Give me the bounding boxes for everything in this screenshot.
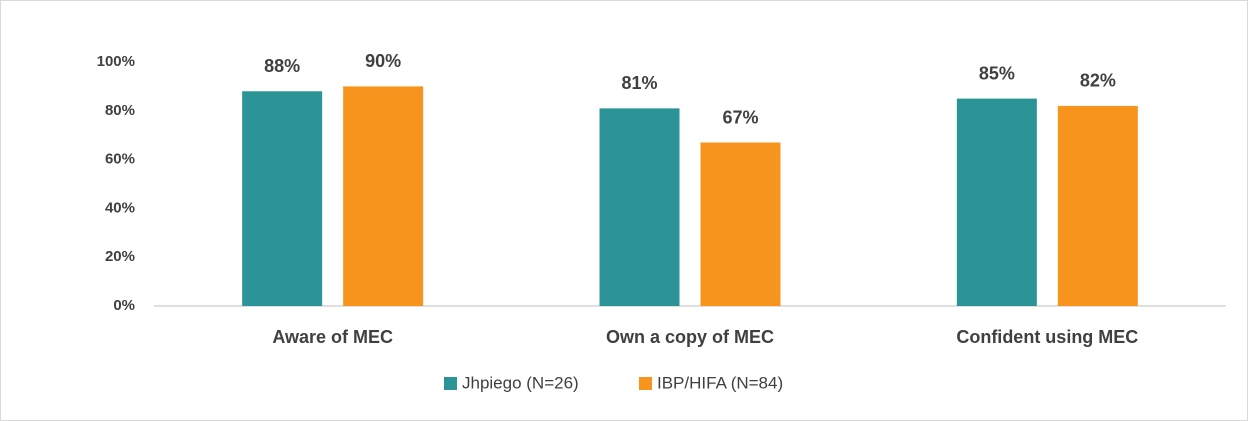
y-tick-label: 0%	[113, 297, 135, 314]
data-label: 82%	[1080, 71, 1116, 91]
y-tick-label: 20%	[105, 248, 135, 265]
legend-swatch	[444, 377, 457, 390]
bar	[700, 142, 781, 306]
x-tick-label: Own a copy of MEC	[606, 327, 774, 347]
data-label: 67%	[722, 107, 758, 127]
data-label: 85%	[979, 63, 1015, 83]
data-label: 90%	[365, 51, 401, 71]
y-tick-label: 80%	[105, 102, 135, 119]
y-tick-label: 60%	[105, 151, 135, 168]
x-tick-label: Confident using MEC	[956, 327, 1138, 347]
y-tick-label: 40%	[105, 199, 135, 216]
data-label: 81%	[621, 73, 657, 93]
bar	[242, 91, 323, 306]
bar	[599, 108, 680, 306]
legend-label: IBP/HIFA (N=84)	[657, 373, 783, 392]
x-tick-label: Aware of MEC	[272, 327, 393, 347]
bar	[343, 86, 424, 307]
bar	[1057, 105, 1138, 306]
legend-swatch	[639, 377, 652, 390]
legend-label: Jhpiego (N=26)	[462, 373, 579, 392]
bar	[956, 98, 1037, 306]
y-tick-label: 100%	[97, 53, 135, 70]
data-label: 88%	[264, 56, 300, 76]
